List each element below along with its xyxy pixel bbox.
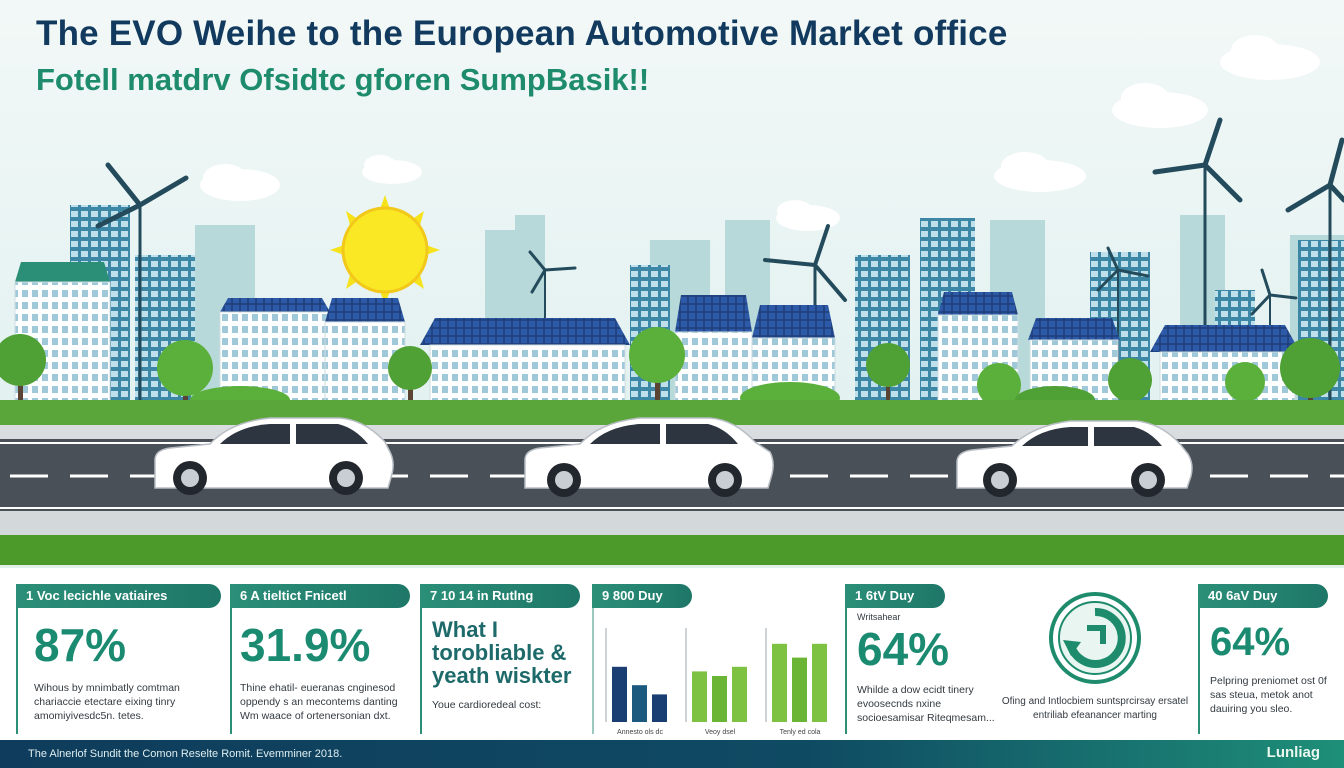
stat-card-5-desc: Whilde a dow ecidt tinery evoosecnds nxi… [857, 683, 995, 724]
stats-section: 1 Voc lecichle vatiaires 87% Wihous by m… [0, 565, 1344, 740]
stat-card-1-tab: 1 Voc lecichle vatiaires [16, 584, 221, 608]
recycle-icon [1049, 592, 1141, 684]
electric-car-2 [524, 417, 774, 497]
footer: The Alnerlof Sundit the Comon Reselte Ro… [0, 740, 1344, 768]
page-subtitle: Fotell matdrv Ofsidtc gforen SumpBasik!! [36, 62, 650, 97]
stat-card-1-value: 87% [34, 619, 127, 671]
stat-card-5: 1 6tV Duy Writsahear 64% Whilde a dow ec… [845, 584, 995, 734]
stat-card-2-tab: 6 A tieltict Fnicetl [230, 584, 410, 608]
chart-bar [692, 671, 707, 722]
stat-card-5-note: Writsahear [857, 612, 901, 622]
chart-category-label: Veoy dsel [705, 729, 736, 736]
stat-card-7-desc: Pelpring preniomet ost 0f sas steua, met… [1210, 675, 1327, 716]
stat-card-3-text: What I torobliable & yeath wiskter [432, 617, 572, 689]
stat-card-1-desc: Wihous by mnimbatly comtman chariaccie e… [34, 681, 180, 722]
footer-logo: Lunliag [1266, 744, 1320, 761]
stat-card-3: 7 10 14 in Rutlng What I torobliable & y… [420, 584, 580, 734]
stat-card-5-value: 64% [857, 623, 950, 675]
chart-bar [792, 657, 807, 722]
stat-card-7-value: 64% [1210, 620, 1291, 664]
chart-bar [712, 676, 727, 722]
clouds [200, 35, 1320, 231]
chart-bar [632, 685, 647, 722]
chart-bar [612, 666, 627, 722]
hero-illustration [0, 0, 1344, 565]
stat-card-2-value: 31.9% [240, 619, 371, 671]
stat-card-6-caption: Ofing and Intlocbiem suntsprcirsay ersat… [1001, 696, 1189, 721]
sun-icon [330, 195, 440, 305]
stat-card-4: 9 800 Duy Annesto ols dc Veoy dsel Tenly e… [592, 584, 837, 736]
stat-card-4-tab: 9 800 Duy [592, 584, 692, 608]
stat-card-7-tab: 40 6aV Duy [1198, 584, 1328, 608]
electric-car-1 [154, 417, 394, 495]
footer-text: The Alnerlof Sundit the Comon Reselte Ro… [28, 748, 343, 760]
chart-bar [812, 643, 827, 722]
electric-car-3 [956, 420, 1193, 497]
stat-card-6: Ofing and Intlocbiem suntsprcirsay ersat… [1000, 584, 1190, 734]
chart-bar [652, 694, 667, 722]
stat-card-5-tab: 1 6tV Duy [845, 584, 945, 608]
city-scene [0, 0, 1344, 565]
chart-category-label: Annesto ols dc [617, 729, 663, 736]
chart-bar [732, 666, 747, 722]
stat-card-2-desc: Thine ehatil- eueranas cnginesod oppendy… [240, 681, 398, 722]
chart-bar [772, 643, 787, 722]
chart-category-label: Tenly ed cola [780, 729, 821, 736]
stat-card-3-tab: 7 10 14 in Rutlng [420, 584, 580, 608]
stat-card-7: 40 6aV Duy 64% Pelpring preniomet ost 0f… [1198, 584, 1328, 734]
bar-chart: Annesto ols dc Veoy dsel Tenly ed cola [605, 628, 827, 736]
stat-card-3-note: Youe cardioredeal cost: [432, 699, 542, 712]
stat-card-1: 1 Voc lecichle vatiaires 87% Wihous by m… [16, 584, 221, 734]
page-title: The EVO Weihe to the European Automotive… [36, 14, 1008, 53]
stat-card-2: 6 A tieltict Fnicetl 31.9% Thine ehatil-… [230, 584, 410, 734]
